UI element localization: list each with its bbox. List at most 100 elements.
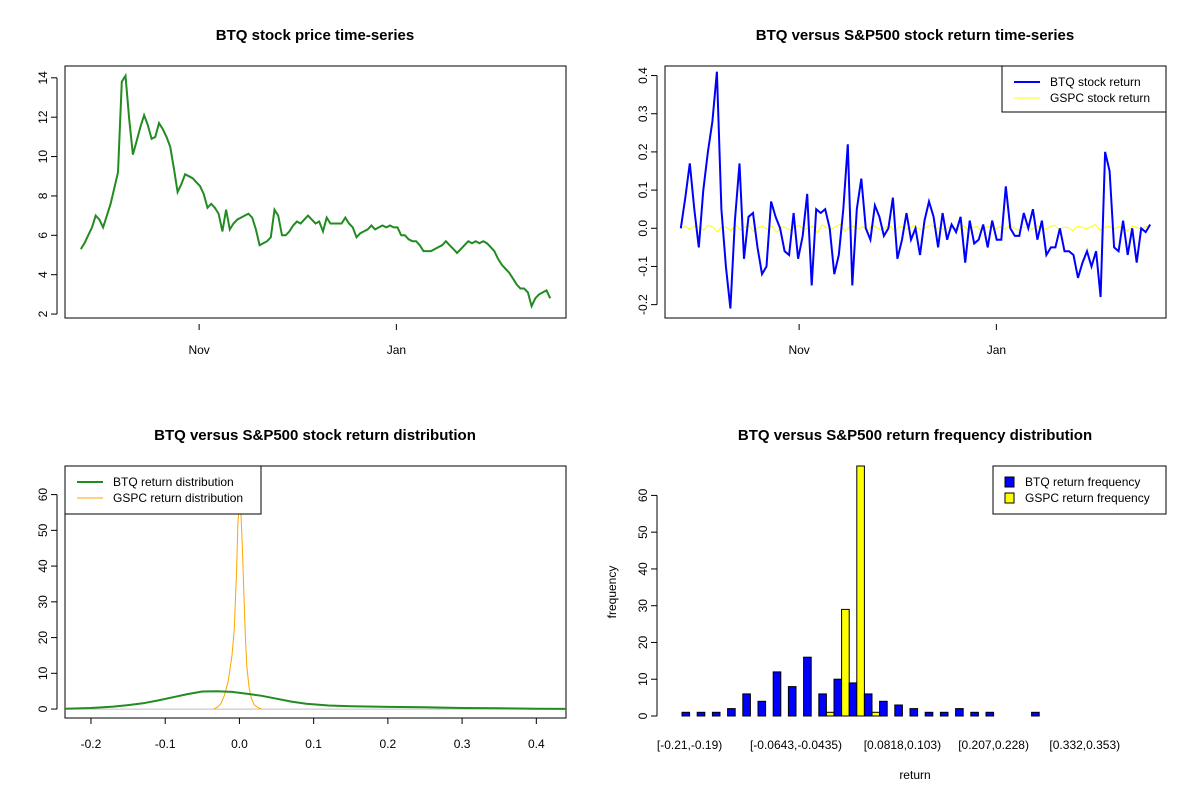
price-y-tick-label: 4 <box>36 271 50 278</box>
freq-x-tick-label: [0.332,0.353) <box>1049 738 1120 752</box>
density-y-tick-label: 50 <box>36 523 50 537</box>
price-y-axis: 2 4 6 8 10 12 14 <box>36 71 58 317</box>
freq-x-tick-label: [-0.0643,-0.0435) <box>750 738 842 752</box>
return-distribution-chart: BTQ versus S&P500 stock return distribut… <box>36 427 567 751</box>
return-y-tick-label: 0.1 <box>636 181 650 198</box>
return-legend-label: GSPC stock return <box>1050 91 1150 105</box>
freq-legend-label: BTQ return frequency <box>1025 475 1140 489</box>
density-legend-box <box>64 465 262 515</box>
return-x-axis: Nov Jan <box>788 324 1006 357</box>
density-x-tick-label: 0.4 <box>528 737 545 751</box>
freq-y-axis: 0 10 20 30 40 50 60 <box>636 488 658 719</box>
return-legend-box <box>1001 65 1167 113</box>
density-y-axis: 0 10 20 30 40 50 60 <box>36 488 58 712</box>
return-legend: BTQ stock return GSPC stock return <box>1001 65 1167 113</box>
density-x-tick-label: 0.0 <box>231 737 248 751</box>
freq-legend-swatch <box>1004 492 1015 504</box>
btq-freq-bar <box>803 656 812 717</box>
btq-freq-bar <box>727 708 736 717</box>
btq-freq-bar <box>939 711 949 717</box>
freq-x-tick-label: [-0.21,-0.19) <box>657 738 722 752</box>
price-y-tick-label: 8 <box>36 192 50 199</box>
return-frequency-chart: BTQ versus S&P500 return frequency distr… <box>605 427 1167 782</box>
price-chart-plot-area <box>64 65 567 319</box>
return-y-tick-label: -0.2 <box>636 294 650 315</box>
btq-freq-bar <box>772 671 782 717</box>
return-timeseries-chart: BTQ versus S&P500 stock return time-seri… <box>636 27 1167 357</box>
density-x-tick-label: -0.1 <box>155 737 176 751</box>
price-x-tick-label: Nov <box>188 343 209 357</box>
return-timeseries-plot-area <box>664 65 1167 319</box>
density-x-tick-label: 0.1 <box>305 737 322 751</box>
price-y-tick-label: 14 <box>36 71 50 85</box>
freq-legend-label: GSPC return frequency <box>1025 491 1150 505</box>
price-chart-title: BTQ stock price time-series <box>216 27 414 44</box>
btq-freq-bar <box>879 700 888 717</box>
return-distribution-plot-area <box>64 465 567 719</box>
price-y-tick-label: 2 <box>36 310 50 317</box>
btq-freq-bar <box>757 700 767 717</box>
price-x-tick-label: Jan <box>387 343 406 357</box>
density-y-tick-label: 30 <box>36 595 50 609</box>
btq-freq-bar <box>970 711 979 717</box>
density-legend-label: BTQ return distribution <box>113 475 234 489</box>
return-timeseries-title: BTQ versus S&P500 stock return time-seri… <box>756 27 1074 44</box>
freq-legend-box <box>992 465 1167 515</box>
btq-freq-bar <box>711 711 721 717</box>
freq-y-tick-label: 10 <box>636 672 650 686</box>
return-x-tick-label: Nov <box>788 343 809 357</box>
density-legend: BTQ return distribution GSPC return distr… <box>64 465 262 515</box>
btq-freq-bar <box>681 711 691 717</box>
density-legend-label: GSPC return distribution <box>113 491 243 505</box>
density-x-axis: -0.2 -0.1 0.0 0.1 0.2 0.3 0.4 <box>81 718 545 751</box>
freq-y-tick-label: 30 <box>636 599 650 613</box>
return-y-tick-label: 0.3 <box>636 105 650 122</box>
price-chart: BTQ stock price time-series 2 4 6 8 10 12 14 No… <box>36 27 567 357</box>
density-x-tick-label: -0.2 <box>81 737 102 751</box>
gspc-freq-bar <box>856 465 865 717</box>
return-frequency-xlabel: return <box>899 768 930 782</box>
btq-freq-bar <box>696 711 706 717</box>
btq-freq-bar <box>848 682 858 717</box>
density-x-tick-label: 0.3 <box>454 737 471 751</box>
return-distribution-title: BTQ versus S&P500 stock return distribut… <box>154 427 476 444</box>
freq-y-tick-label: 20 <box>636 635 650 649</box>
btq-freq-bar <box>1031 711 1040 717</box>
price-y-tick-label: 6 <box>36 232 50 239</box>
freq-x-axis: [-0.21,-0.19) [-0.0643,-0.0435) [0.0818,0.… <box>657 738 1120 752</box>
return-x-tick-label: Jan <box>987 343 1006 357</box>
density-y-tick-label: 40 <box>36 559 50 573</box>
density-y-tick-label: 0 <box>36 705 50 712</box>
price-y-tick-label: 10 <box>36 150 50 164</box>
density-y-tick-label: 60 <box>36 488 50 502</box>
price-x-axis: Nov Jan <box>188 324 406 357</box>
gspc-freq-bar <box>825 711 835 717</box>
return-y-tick-label: -0.1 <box>636 256 650 277</box>
freq-legend: BTQ return frequency GSPC return frequenc… <box>992 465 1167 515</box>
density-y-tick-label: 10 <box>36 666 50 680</box>
return-y-axis: -0.2 -0.1 0.0 0.1 0.2 0.3 0.4 <box>636 67 658 315</box>
btq-freq-bar <box>863 693 873 717</box>
density-y-tick-label: 20 <box>36 631 50 645</box>
btq-freq-bar <box>894 704 903 717</box>
price-series-line <box>79 72 552 310</box>
btq-freq-bar <box>818 693 827 717</box>
gspc-freq-bar <box>841 608 850 717</box>
density-x-tick-label: 0.2 <box>380 737 397 751</box>
btq-freq-bar <box>985 711 995 717</box>
freq-y-tick-label: 0 <box>636 712 650 719</box>
freq-y-tick-label: 50 <box>636 525 650 539</box>
price-y-tick-label: 12 <box>36 110 50 124</box>
return-frequency-title: BTQ versus S&P500 return frequency distr… <box>738 427 1092 444</box>
btq-freq-bar <box>924 711 934 717</box>
btq-density-line <box>64 690 567 710</box>
gspc-freq-bar <box>871 711 881 717</box>
freq-x-tick-label: [0.207,0.228) <box>958 738 1029 752</box>
btq-freq-bar <box>955 708 964 717</box>
freq-legend-swatch <box>1004 476 1015 488</box>
btq-freq-bar <box>909 708 919 717</box>
return-frequency-ylabel: frequency <box>605 566 619 619</box>
freq-y-tick-label: 40 <box>636 562 650 576</box>
btq-freq-bar <box>742 693 751 717</box>
